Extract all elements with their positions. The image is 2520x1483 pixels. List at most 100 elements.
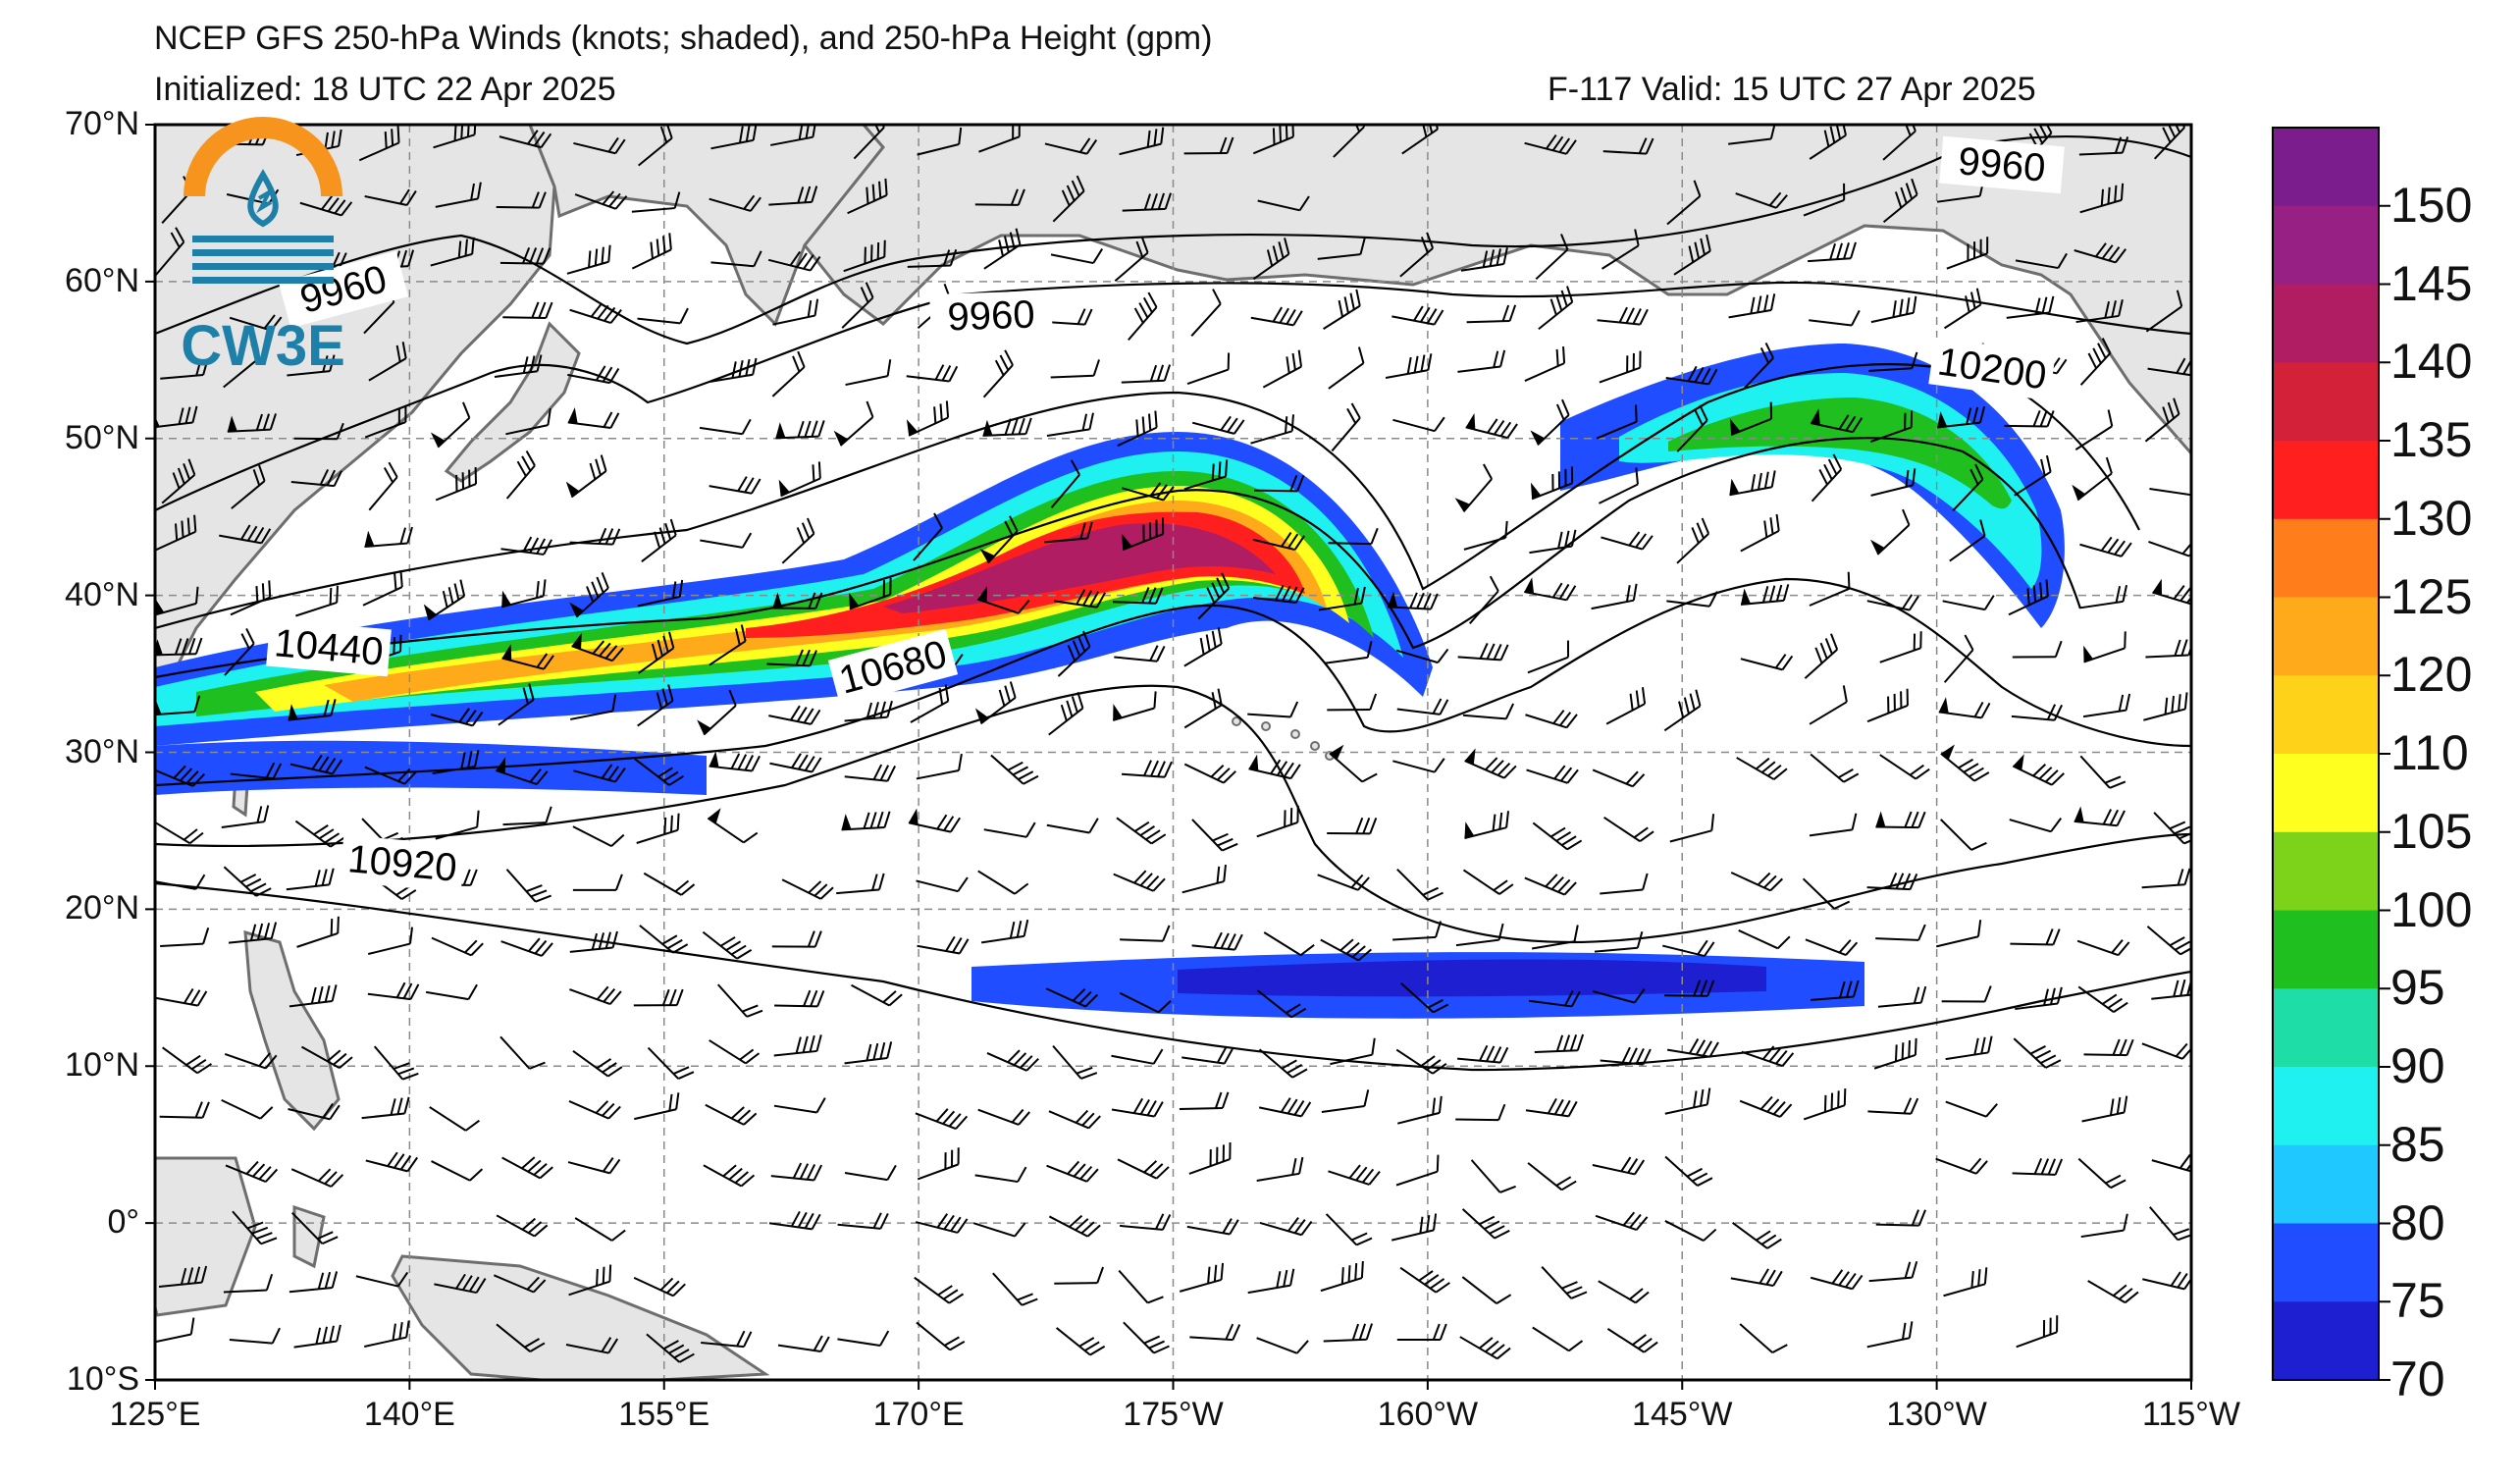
wind-barb (1592, 988, 1646, 1004)
wind-barb (500, 579, 547, 609)
wind-barb (232, 1210, 278, 1245)
wind-barb (568, 1100, 621, 1120)
wind-barb (569, 302, 622, 325)
wind-barb (1935, 1157, 1988, 1175)
wind-barb (844, 764, 896, 782)
wind-barb (1396, 868, 1444, 901)
wind-barb (155, 405, 198, 429)
wind-barb (907, 248, 958, 268)
wind-barb (1741, 1045, 1795, 1068)
wind-barb (219, 524, 272, 545)
wind-barb (1318, 586, 1366, 611)
wind-barb (1875, 1209, 1926, 1227)
wind-barb (1258, 1097, 1312, 1118)
wind-barb (364, 766, 417, 785)
wind-barb (1535, 234, 1569, 281)
lon-label: 115°W (2142, 1396, 2240, 1433)
wind-barb (2014, 454, 2052, 497)
wind-barb (1114, 645, 1166, 662)
wind-barb (1870, 295, 1917, 324)
wind-barb (636, 813, 680, 844)
wind-barb (1048, 1109, 1101, 1130)
wind-barb (1117, 1158, 1170, 1180)
wind-barb (1866, 594, 1919, 611)
wind-barb (2074, 806, 2126, 827)
svg-text:10440: 10440 (273, 621, 386, 674)
wind-barb (1869, 410, 1914, 444)
jet-shading (155, 344, 2065, 1019)
wind-barb (1181, 864, 1227, 894)
graticule (155, 125, 2191, 1380)
wind-barb (223, 866, 272, 897)
wind-barb (358, 126, 400, 162)
wind-barb (1191, 415, 1245, 435)
wind-barb (1809, 571, 1851, 607)
wind-barb (2146, 926, 2191, 956)
wind-barb (1248, 754, 1301, 780)
island (1232, 716, 1241, 726)
wind-barb (1600, 873, 1649, 895)
wind-barb (368, 342, 407, 382)
wind-barb (1740, 584, 1790, 606)
wind-barb (1525, 1097, 1578, 1118)
wind-barb (1524, 577, 1577, 602)
lon-label: 155°E (618, 1396, 710, 1433)
wind-barb (430, 401, 471, 449)
wind-barb (569, 985, 622, 1006)
wind-barb (288, 699, 337, 721)
wind-barb (837, 1330, 890, 1347)
colorbar-label: 150 (2390, 177, 2473, 233)
lat-label: 0° (107, 1203, 139, 1242)
wind-barb (1331, 402, 1361, 452)
wind-barb (502, 806, 552, 826)
wind-barb (501, 1156, 553, 1180)
wind-barb (639, 925, 689, 954)
wind-barb (368, 461, 398, 511)
wind-barb (643, 872, 696, 896)
wind-barb (709, 476, 761, 495)
wind-barb (1809, 813, 1858, 837)
wind-barb (1052, 1044, 1098, 1080)
wind-barb (1252, 238, 1290, 281)
wind-barb (1664, 1220, 1717, 1242)
wind-barb (573, 764, 626, 783)
wind-barb (1395, 1154, 1440, 1187)
wind-barb (775, 420, 825, 440)
wind-barb (2076, 939, 2130, 957)
wind-barb (1729, 470, 1776, 497)
wind-barb (502, 301, 553, 319)
wind-barb (293, 422, 344, 441)
wind-barb (916, 753, 963, 780)
wind-barb (1183, 763, 1236, 784)
wind-barb (224, 1052, 278, 1070)
wind-barb (1938, 697, 1991, 719)
wind-barb (1399, 232, 1435, 278)
wind-barb (849, 577, 892, 610)
wind-barb (431, 1160, 484, 1182)
wind-barb (638, 631, 675, 674)
wind-barb (1247, 701, 1299, 718)
wind-barb (155, 987, 208, 1007)
wind-barb (986, 1049, 1039, 1072)
wind-barb (566, 244, 611, 275)
wind-barb (836, 873, 885, 895)
wind-barb (1602, 137, 1654, 155)
wind-barb (1661, 939, 1715, 958)
wind-barb (913, 512, 943, 561)
wind-barb (1259, 1217, 1313, 1237)
wind-barb (631, 233, 672, 270)
wind-barb (1247, 1268, 1295, 1295)
wind-barb (496, 191, 547, 209)
wind-barb (990, 754, 1039, 785)
wind-barb (633, 1276, 686, 1298)
wind-barb (221, 805, 270, 829)
wind-barb (161, 458, 196, 504)
wind-barb (1592, 1156, 1646, 1176)
wind-barb (1056, 1327, 1106, 1356)
wind-barb (769, 753, 822, 773)
wind-barb (851, 983, 903, 1007)
wind-barb (567, 1157, 621, 1175)
wind-barb (1048, 691, 1084, 736)
wind-barb (1597, 306, 1649, 326)
